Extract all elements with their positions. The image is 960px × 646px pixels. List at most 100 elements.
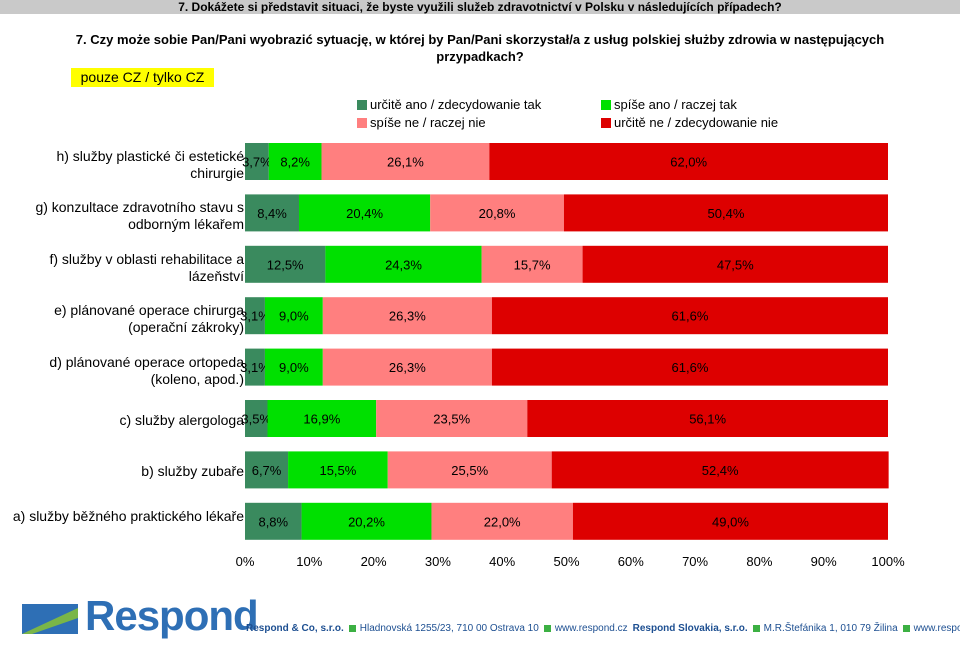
data-label: 61,6% — [672, 360, 709, 375]
bar-segment — [245, 143, 269, 180]
data-label: 12,5% — [267, 257, 304, 272]
legend-swatch — [357, 117, 367, 128]
x-tick-label: 100% — [871, 554, 905, 569]
bar-segment — [325, 245, 482, 283]
x-tick-label: 80% — [746, 554, 772, 569]
bar-segment — [582, 245, 888, 283]
legend-item-3: spíše ne / raczej nie — [357, 115, 486, 130]
data-label: 22,0% — [484, 514, 521, 529]
bar-segment — [387, 451, 552, 489]
bar-segment — [299, 194, 431, 232]
data-label: 49,0% — [712, 514, 749, 529]
legend-swatch — [357, 99, 367, 110]
square-bullet-icon — [752, 625, 760, 632]
bar-segment — [245, 400, 268, 437]
bar-segment — [376, 400, 528, 437]
bar-segment — [267, 400, 377, 437]
top-bar — [0, 0, 960, 14]
legend-item-4: určitě ne / zdecydowanie nie — [601, 115, 778, 130]
bar-segment — [288, 451, 388, 489]
bar-segment — [431, 502, 573, 540]
bar-segment — [551, 451, 889, 489]
bar-segment — [245, 245, 326, 283]
bar-segment — [322, 297, 492, 335]
data-label: 8,2% — [280, 155, 310, 170]
data-label: 8,4% — [257, 206, 287, 221]
category-label: d) plánované operace ortopeda (koleno, a… — [49, 353, 244, 387]
data-label: 3,1% — [240, 360, 270, 375]
respond-logo-text: Respond — [85, 592, 259, 639]
data-label: 62,0% — [670, 155, 707, 170]
x-tick-label: 30% — [425, 554, 451, 569]
data-label: 52,4% — [702, 463, 739, 478]
x-tick-label: 10% — [296, 554, 322, 569]
footer-contact: Hladnovská 1255/23, 710 00 Ostrava 10 — [348, 623, 544, 634]
chart-legend: určitě ano / zdecydowanie tak spíše ano /… — [0, 0, 960, 140]
bar-segment — [491, 348, 888, 386]
x-tick-label: 40% — [489, 554, 515, 569]
category-label: a) služby běžného praktického lékaře — [12, 507, 244, 524]
category-label: g) konzultace zdravotního stavu s odborn… — [35, 199, 244, 233]
footer-contact: Respond Slovakia, s.r.o. — [632, 623, 748, 634]
data-label: 56,1% — [689, 412, 726, 427]
data-label: 25,5% — [451, 463, 488, 478]
bar-segment — [322, 348, 492, 386]
question-pl: 7. Czy może sobie Pan/Pani wyobrazić syt… — [75, 32, 885, 64]
bar-segment — [264, 297, 323, 335]
data-label: 3,7% — [242, 155, 272, 170]
bar-segment — [245, 451, 289, 489]
data-label: 3,1% — [240, 309, 270, 324]
bar-segment — [572, 502, 888, 540]
data-label: 47,5% — [717, 257, 754, 272]
category-label: h) služby plastické či estetické chirurg… — [56, 148, 244, 181]
data-label: 16,9% — [303, 412, 340, 427]
legend-label: určitě ne / zdecydowanie nie — [614, 115, 779, 130]
data-label: 26,3% — [389, 309, 426, 324]
square-bullet-icon — [543, 625, 551, 632]
x-tick-label: 0% — [236, 554, 255, 569]
data-label: 9,0% — [279, 309, 309, 324]
bar-segment — [245, 297, 265, 335]
x-tick-label: 70% — [682, 554, 708, 569]
data-label: 50,4% — [708, 206, 745, 221]
legend-item-2: spíše ano / raczej tak — [601, 97, 737, 112]
data-label: 24,3% — [385, 257, 422, 272]
data-label: 9,0% — [279, 360, 309, 375]
legend-swatch — [601, 99, 611, 110]
filter-badge: pouze CZ / tylko CZ — [71, 68, 214, 87]
bar-segment — [301, 502, 432, 540]
x-tick-label: 90% — [811, 554, 837, 569]
data-label: 8,8% — [258, 514, 288, 529]
legend-label: určitě ano / zdecydowanie tak — [370, 97, 542, 112]
category-label: b) služby zubaře — [141, 463, 244, 480]
respond-logo-icon — [22, 604, 78, 634]
legend-label: spíše ano / raczej tak — [614, 97, 737, 112]
data-label: 3,5% — [241, 412, 271, 427]
bar-segment — [245, 194, 300, 232]
bar-segment — [264, 348, 323, 386]
legend-item-1: určitě ano / zdecydowanie tak — [357, 97, 541, 112]
stacked-bar-chart: 3,7% 8,2% 26,1% 62,0% 8,4% 20,4% 20,8% 50,4% 12,… — [236, 143, 905, 569]
data-label: 15,5% — [319, 463, 356, 478]
data-label: 20,2% — [348, 514, 385, 529]
bar-segment — [268, 143, 322, 180]
legend-swatch — [601, 117, 611, 128]
footer-contact: M.R.Štefánika 1, 010 79 Žilina — [752, 623, 903, 634]
data-label: 23,5% — [433, 412, 470, 427]
bar-segment — [491, 297, 888, 335]
data-label: 15,7% — [514, 257, 551, 272]
square-bullet-icon — [348, 625, 356, 632]
data-label: 20,8% — [479, 206, 516, 221]
category-label: e) plánované operace chirurga (operační … — [54, 302, 244, 336]
bar-segment — [245, 348, 265, 386]
data-label: 20,4% — [346, 206, 383, 221]
footer-contact: www.respond.cz — [543, 623, 633, 634]
footer-contacts: Respond & Co, s.r.o. Hladnovská 1255/23, … — [246, 623, 960, 634]
x-tick-label: 20% — [361, 554, 387, 569]
bar-segment — [563, 194, 888, 232]
bar-segment — [245, 502, 302, 540]
footer-contact: Respond & Co, s.r.o. — [246, 623, 344, 634]
question-cz: 7. Dokážete si představit situaci, že by… — [178, 0, 782, 14]
bar-segment — [481, 245, 583, 283]
x-tick-label: 60% — [618, 554, 644, 569]
